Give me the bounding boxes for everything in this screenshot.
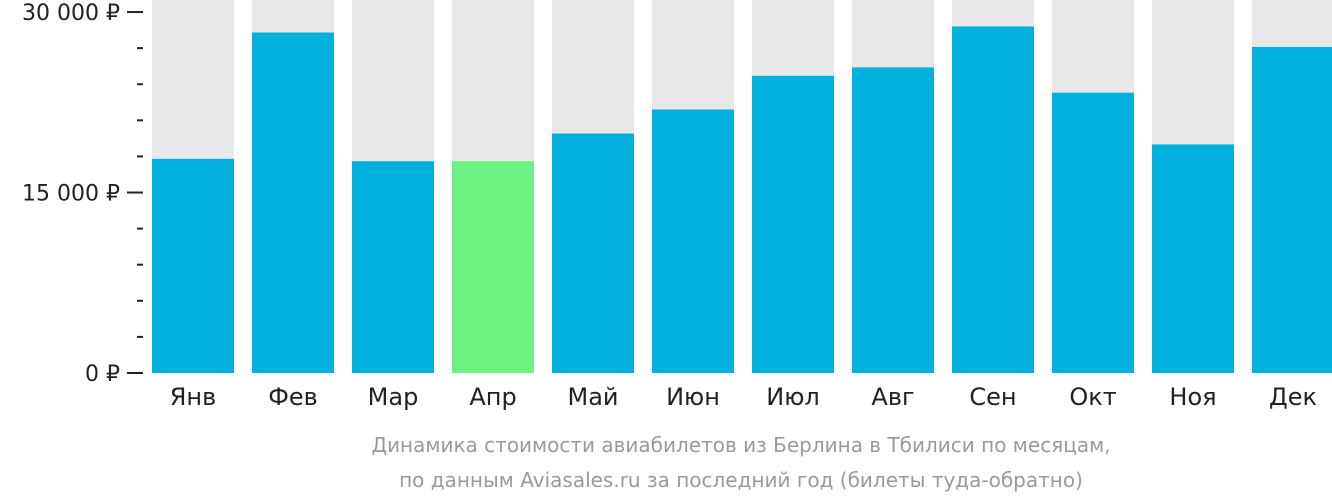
y-tick-label: 30 000 ₽ bbox=[22, 1, 120, 26]
x-tick-label: Апр bbox=[469, 383, 516, 411]
x-tick-label: Мар bbox=[368, 383, 419, 411]
x-tick-label: Июл bbox=[766, 383, 820, 411]
bar-3[interactable] bbox=[352, 161, 434, 373]
x-tick-label: Июн bbox=[666, 383, 720, 411]
caption-line-2: по данным Aviasales.ru за последний год … bbox=[399, 468, 1083, 492]
bar-9[interactable] bbox=[952, 26, 1034, 373]
bar-4[interactable] bbox=[452, 161, 534, 373]
x-tick-label: Дек bbox=[1269, 383, 1317, 411]
x-tick-label: Май bbox=[567, 383, 618, 411]
x-tick-label: Окт bbox=[1069, 383, 1116, 411]
x-tick-label: Янв bbox=[170, 383, 217, 411]
x-tick-label: Ноя bbox=[1169, 383, 1216, 411]
x-axis-labels: Янв Фев Мар Апр Май Июн Июл Авг Сен Окт Ноя Дек bbox=[170, 383, 1317, 411]
bar-5[interactable] bbox=[552, 133, 634, 373]
bars bbox=[152, 26, 1332, 374]
bar-1[interactable] bbox=[152, 158, 234, 373]
y-axis: 0 ₽ 15 000 ₽ 30 000 ₽ bbox=[22, 1, 143, 387]
bar-12[interactable] bbox=[1252, 46, 1332, 373]
bar-7[interactable] bbox=[752, 75, 834, 373]
bar-10[interactable] bbox=[1052, 92, 1134, 374]
x-tick-label: Фев bbox=[268, 383, 318, 411]
bar-8[interactable] bbox=[852, 67, 934, 373]
x-tick-label: Сен bbox=[969, 383, 1016, 411]
bar-2[interactable] bbox=[252, 32, 334, 374]
x-tick-label: Авг bbox=[871, 383, 914, 411]
y-tick-label: 0 ₽ bbox=[85, 362, 120, 387]
y-tick-label: 15 000 ₽ bbox=[22, 182, 120, 207]
caption-line-1: Динамика стоимости авиабилетов из Берлин… bbox=[371, 433, 1110, 457]
bar-6[interactable] bbox=[652, 109, 734, 374]
bar-11[interactable] bbox=[1152, 144, 1234, 373]
